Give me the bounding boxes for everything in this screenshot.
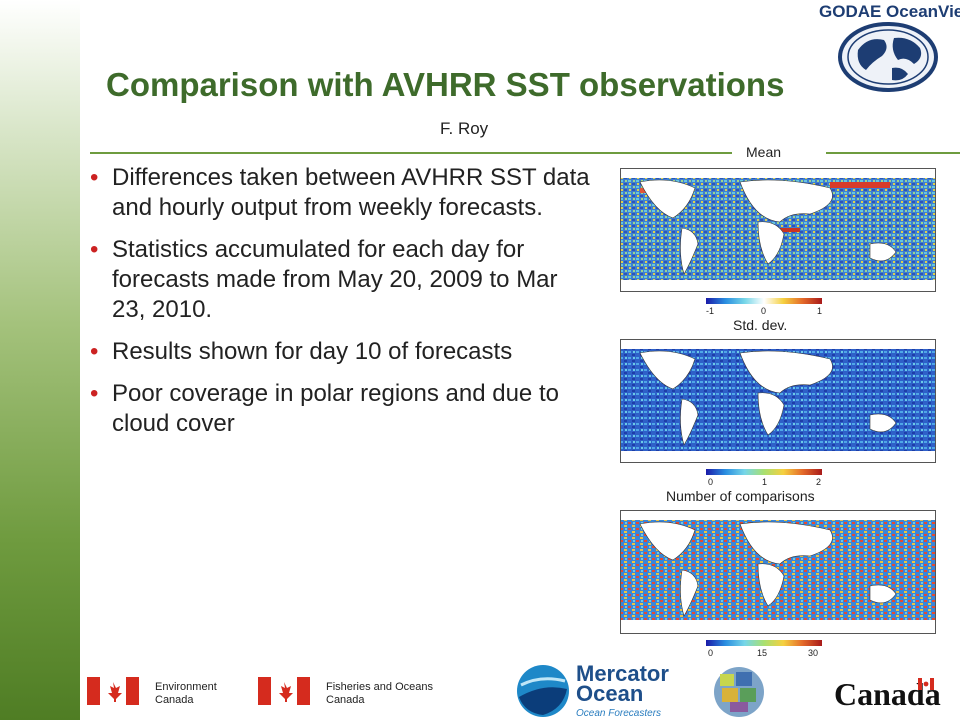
colorbar-tick: 1 [817, 306, 823, 316]
map-label-count: Number of comparisons [666, 488, 815, 504]
colorbar-tick: 0 [708, 477, 714, 487]
comparison-count-map [620, 510, 936, 634]
colorbar-tick: 1 [762, 477, 768, 487]
environment-canada-logo: Environment Canada [155, 681, 217, 706]
mosaic-globe-icon [714, 667, 764, 717]
fisheries-oceans-logo: Fisheries and Oceans Canada [326, 681, 433, 706]
list-item: • Differences taken between AVHRR SST dat… [90, 164, 590, 221]
divider-line-right [826, 152, 960, 154]
author-name: F. Roy [440, 119, 489, 138]
std-dev-colorbar [706, 469, 822, 475]
bullet-icon: • [90, 236, 99, 263]
std-dev-map [620, 339, 936, 463]
bullet-list: • Differences taken between AVHRR SST dat… [90, 163, 590, 451]
colorbar-tick: 0 [708, 648, 714, 658]
count-colorbar [706, 640, 822, 646]
map-label-mean: Mean [746, 144, 782, 160]
bullet-icon: • [90, 338, 99, 365]
bullet-icon: • [90, 164, 99, 191]
colorbar-tick: -1 [706, 306, 715, 316]
mercator-ocean-logo: Mercator Ocean Ocean Forecasters [576, 661, 669, 720]
green-sidebar [0, 0, 80, 720]
wordmark-flag-icon [918, 678, 934, 690]
page-title: Comparison with AVHRR SST observations [106, 66, 785, 103]
colorbar-tick: 2 [816, 477, 822, 487]
list-item: • Results shown for day 10 of forecasts [90, 338, 513, 365]
map-label-std-dev: Std. dev. [733, 317, 788, 333]
list-item: • Statistics accumulated for each day for… [90, 236, 558, 323]
mean-colorbar [706, 298, 822, 304]
colorbar-tick: 15 [757, 648, 768, 658]
divider-line [90, 152, 732, 154]
canada-wordmark: Canada [834, 676, 941, 712]
canada-flag-icon [87, 677, 139, 705]
mean-difference-map [620, 168, 936, 292]
godae-logo-text: GODAE OceanView [819, 2, 960, 21]
colorbar-tick: 30 [808, 648, 819, 658]
canada-flag-icon [258, 677, 310, 705]
godae-globe-icon [838, 22, 938, 92]
colorbar-tick: 0 [761, 306, 767, 316]
list-item: • Poor coverage in polar regions and due … [90, 380, 559, 437]
mercator-globe-icon [517, 665, 569, 717]
bullet-icon: • [90, 380, 99, 407]
